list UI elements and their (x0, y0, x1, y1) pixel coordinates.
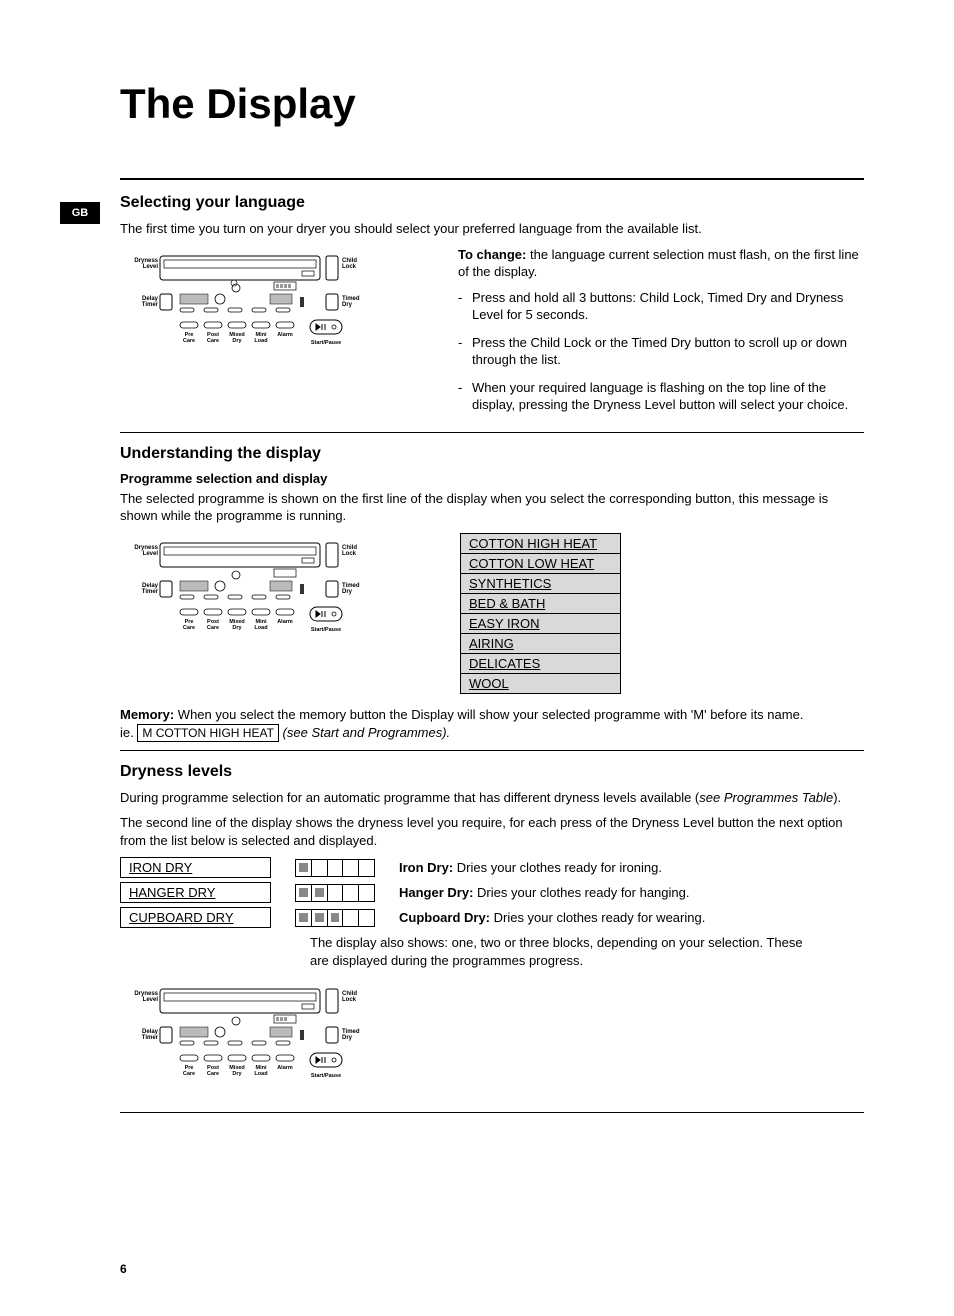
panel-diagram-1: ChildLock DrynessLevel DelayTimer TimedD… (120, 246, 430, 424)
divider (120, 178, 864, 180)
svg-text:Dry: Dry (232, 1071, 242, 1077)
svg-text:Care: Care (183, 338, 195, 344)
divider (120, 750, 864, 751)
prog-cell: AIRING (461, 634, 621, 654)
blocks-icon (295, 909, 375, 927)
svg-text:Level: Level (143, 264, 159, 270)
svg-text:Timer: Timer (142, 302, 159, 308)
dry-name: IRON DRY (121, 858, 271, 878)
step-2: Press the Child Lock or the Timed Dry bu… (458, 334, 864, 369)
dry-name: CUPBOARD DRY (121, 908, 271, 928)
svg-text:Care: Care (207, 625, 219, 631)
programme-table: COTTON HIGH HEAT COTTON LOW HEAT SYNTHET… (460, 533, 621, 694)
svg-text:Lock: Lock (342, 551, 357, 557)
step-3: When your required language is flashing … (458, 379, 864, 414)
dryness-p1: During programme selection for an automa… (120, 789, 864, 807)
svg-text:Lock: Lock (342, 264, 357, 270)
panel-diagram-2: ChildLock DrynessLevel DelayTimer TimedD… (120, 533, 370, 650)
svg-text:Start/Pause: Start/Pause (311, 340, 341, 346)
svg-text:Load: Load (254, 1071, 267, 1077)
svg-text:Alarm: Alarm (277, 619, 293, 625)
page-number: 6 (120, 1262, 127, 1276)
prog-cell: DELICATES (461, 654, 621, 674)
svg-text:Care: Care (207, 1071, 219, 1077)
memory-label: Memory: (120, 707, 174, 722)
prog-cell: EASY IRON (461, 614, 621, 634)
svg-text:Lock: Lock (342, 997, 357, 1003)
prog-cell: WOOL (461, 674, 621, 694)
svg-text:Timer: Timer (142, 1035, 159, 1041)
svg-text:Level: Level (143, 551, 159, 557)
step-1: Press and hold all 3 buttons: Child Lock… (458, 289, 864, 324)
svg-text:Load: Load (254, 625, 267, 631)
memory-text: Memory: When you select the memory butto… (120, 706, 864, 742)
dry-name: HANGER DRY (121, 883, 271, 903)
dryness-note: The display also shows: one, two or thre… (310, 934, 810, 969)
page-title: The Display (120, 80, 864, 128)
language-steps: Press and hold all 3 buttons: Child Lock… (458, 289, 864, 414)
svg-text:Care: Care (207, 338, 219, 344)
subheading-programme: Programme selection and display (120, 471, 864, 486)
dryness-row-1: IRON DRY Iron Dry: Dries your clothes re… (120, 857, 864, 878)
svg-text:Dry: Dry (342, 589, 353, 595)
svg-text:Alarm: Alarm (277, 332, 293, 338)
svg-text:Dry: Dry (342, 1035, 353, 1041)
heading-dryness: Dryness levels (120, 763, 864, 781)
change-text: To change: the language current selectio… (458, 246, 864, 281)
svg-text:Load: Load (254, 338, 267, 344)
dryness-p2: The second line of the display shows the… (120, 814, 864, 849)
divider (120, 432, 864, 433)
blocks-icon (295, 859, 375, 877)
dryness-row-3: CUPBOARD DRY Cupboard Dry: Dries your cl… (120, 907, 864, 928)
svg-text:Dry: Dry (232, 338, 242, 344)
svg-text:Alarm: Alarm (277, 1065, 293, 1071)
svg-text:Care: Care (183, 625, 195, 631)
svg-text:Timer: Timer (142, 589, 159, 595)
heading-understanding: Understanding the display (120, 445, 864, 463)
svg-text:Level: Level (143, 997, 159, 1003)
svg-text:Start/Pause: Start/Pause (311, 1073, 341, 1079)
svg-text:Care: Care (183, 1071, 195, 1077)
intro-text: The first time you turn on your dryer yo… (120, 220, 864, 238)
memory-box: M COTTON HIGH HEAT (137, 724, 279, 742)
prog-cell: COTTON HIGH HEAT (461, 534, 621, 554)
prog-cell: SYNTHETICS (461, 574, 621, 594)
heading-selecting-language: Selecting your language (120, 194, 864, 212)
panel-diagram-3: ChildLock DrynessLevel DelayTimer TimedD… (120, 979, 864, 1096)
country-badge: GB (60, 202, 100, 224)
svg-text:Dry: Dry (232, 625, 242, 631)
blocks-icon (295, 884, 375, 902)
prog-cell: BED & BATH (461, 594, 621, 614)
svg-text:Dry: Dry (342, 302, 353, 308)
change-label: To change: (458, 247, 526, 262)
programme-body: The selected programme is shown on the f… (120, 490, 864, 525)
prog-cell: COTTON LOW HEAT (461, 554, 621, 574)
dryness-row-2: HANGER DRY Hanger Dry: Dries your clothe… (120, 882, 864, 903)
divider (120, 1112, 864, 1113)
svg-text:Start/Pause: Start/Pause (311, 627, 341, 633)
